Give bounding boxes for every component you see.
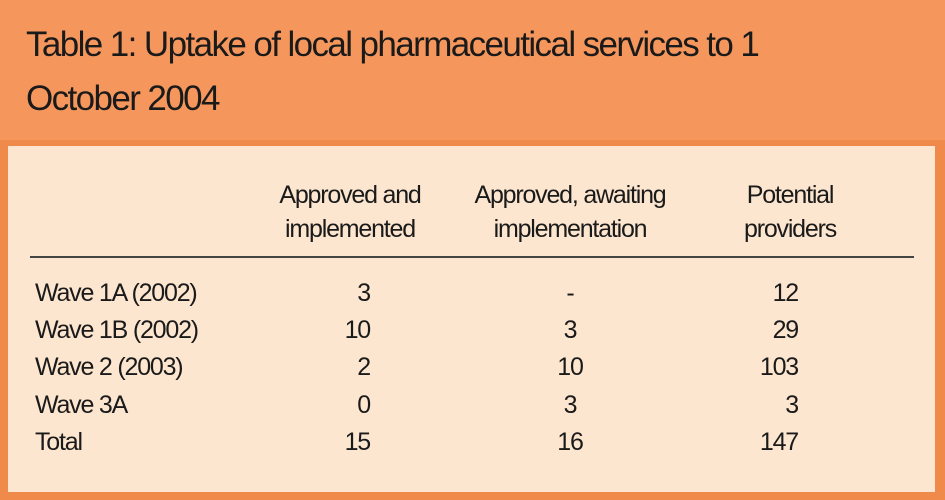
column-header: Potential providers bbox=[743, 181, 837, 243]
cell-value: 10 bbox=[344, 316, 372, 344]
column-header: Approved, awaiting implementation bbox=[474, 181, 666, 243]
cell-value: 29 bbox=[772, 316, 800, 344]
cell-value: 2 bbox=[357, 353, 371, 381]
title: Table 1: Uptake of local pharmaceutical … bbox=[26, 25, 760, 118]
column-header: Approved and implemented bbox=[279, 181, 421, 243]
row-label: Wave 2 (2003) bbox=[35, 353, 184, 381]
cell-value: 15 bbox=[344, 428, 372, 456]
cell-value: 103 bbox=[759, 353, 799, 381]
cell-value: 10 bbox=[557, 353, 584, 381]
cell-value: 3 bbox=[563, 391, 578, 419]
row-label: Total bbox=[35, 428, 83, 456]
header-rule bbox=[30, 256, 914, 258]
cell-value: 12 bbox=[772, 279, 800, 307]
cell-value: 3 bbox=[357, 279, 371, 307]
header-band: Table 1: Uptake of local pharmaceutical … bbox=[0, 0, 945, 140]
cell-value: - bbox=[566, 279, 574, 307]
cell-value: 0 bbox=[357, 391, 371, 419]
row-label: Wave 1B (2002) bbox=[35, 316, 199, 344]
table-panel: Approved and implemented Approved, awaiti… bbox=[8, 146, 935, 492]
cell-value: 16 bbox=[557, 428, 584, 456]
row-label: Wave 3A bbox=[35, 391, 128, 419]
cell-value: 147 bbox=[759, 428, 799, 456]
row-label: Wave 1A (2002) bbox=[35, 279, 198, 307]
cell-value: 3 bbox=[785, 391, 799, 419]
cell-value: 3 bbox=[563, 316, 578, 344]
